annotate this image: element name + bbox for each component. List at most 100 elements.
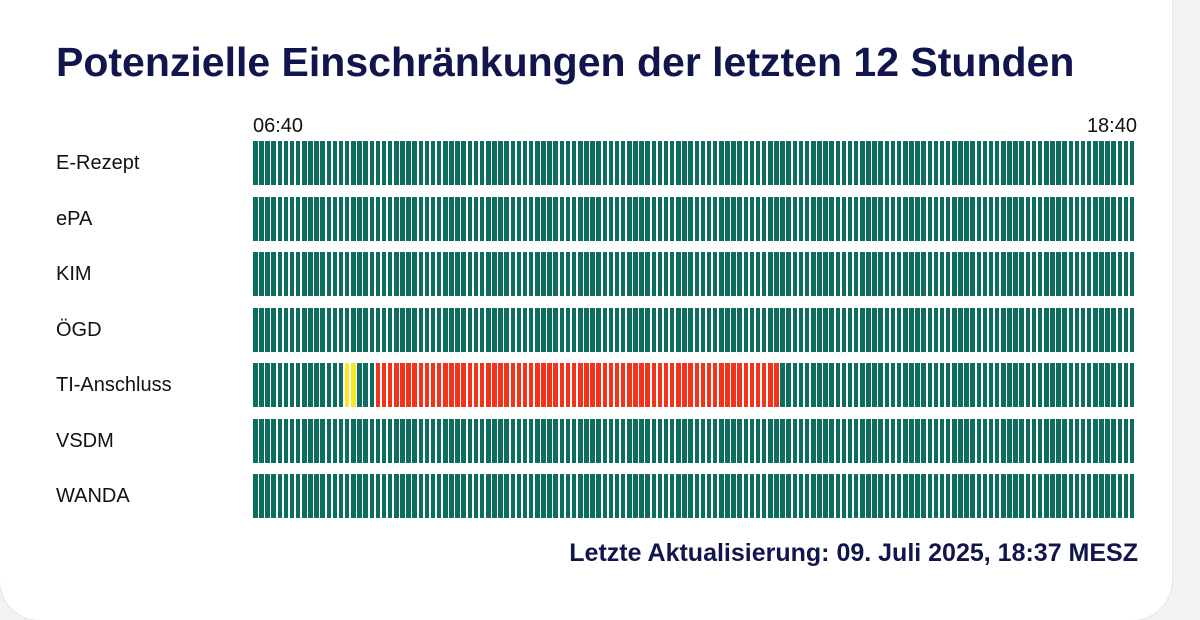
- timeline-slot-ok[interactable]: [1123, 197, 1129, 241]
- timeline-slot-ok[interactable]: [933, 363, 939, 407]
- timeline-slot-ok[interactable]: [1123, 419, 1129, 463]
- timeline-slot-ok[interactable]: [394, 197, 399, 241]
- timeline-slot-ok[interactable]: [1129, 197, 1135, 241]
- timeline-slot-error[interactable]: [455, 363, 460, 407]
- timeline-slot-ok[interactable]: [627, 419, 632, 463]
- timeline-slot-ok[interactable]: [706, 419, 712, 463]
- timeline-slot-ok[interactable]: [829, 252, 834, 296]
- timeline-slot-ok[interactable]: [424, 308, 430, 352]
- timeline-slot-ok[interactable]: [271, 197, 276, 241]
- timeline-slot-ok[interactable]: [1117, 363, 1123, 407]
- timeline-slot-ok[interactable]: [394, 474, 399, 518]
- timeline-slot-ok[interactable]: [1117, 474, 1123, 518]
- timeline-slot-ok[interactable]: [332, 252, 338, 296]
- timeline-slot-ok[interactable]: [878, 252, 883, 296]
- timeline-slot-ok[interactable]: [369, 474, 375, 518]
- timeline-slot-ok[interactable]: [338, 419, 344, 463]
- timeline-slot-ok[interactable]: [945, 419, 951, 463]
- timeline-slot-ok[interactable]: [755, 474, 761, 518]
- timeline-slot-ok[interactable]: [314, 141, 319, 185]
- timeline-slot-ok[interactable]: [302, 308, 307, 352]
- timeline-slot-ok[interactable]: [657, 141, 663, 185]
- timeline-slot-ok[interactable]: [590, 252, 595, 296]
- timeline-slot-ok[interactable]: [663, 308, 669, 352]
- timeline-slot-ok[interactable]: [872, 419, 877, 463]
- timeline-slot-ok[interactable]: [853, 141, 859, 185]
- timeline-slot-ok[interactable]: [786, 252, 791, 296]
- timeline-slot-ok[interactable]: [363, 252, 368, 296]
- timeline-slot-ok[interactable]: [676, 308, 681, 352]
- timeline-slot-ok[interactable]: [1105, 141, 1110, 185]
- timeline-slot-ok[interactable]: [823, 252, 828, 296]
- timeline-slot-ok[interactable]: [706, 474, 712, 518]
- timeline-slot-ok[interactable]: [553, 474, 558, 518]
- timeline-slot-ok[interactable]: [1007, 363, 1012, 407]
- timeline-slot-error[interactable]: [694, 363, 700, 407]
- timeline-slot-ok[interactable]: [676, 252, 681, 296]
- timeline-slot-ok[interactable]: [1007, 252, 1012, 296]
- timeline-slot-ok[interactable]: [976, 197, 982, 241]
- timeline-slot-error[interactable]: [394, 363, 399, 407]
- timeline-slot-ok[interactable]: [774, 197, 779, 241]
- timeline-slot-ok[interactable]: [547, 474, 552, 518]
- timeline-slot-ok[interactable]: [639, 419, 644, 463]
- timeline-slot-ok[interactable]: [338, 141, 344, 185]
- timeline-slot-ok[interactable]: [277, 308, 283, 352]
- timeline-slot-ok[interactable]: [553, 197, 558, 241]
- timeline-slot-ok[interactable]: [933, 419, 939, 463]
- timeline-slot-ok[interactable]: [498, 308, 503, 352]
- timeline-slot-ok[interactable]: [835, 308, 841, 352]
- timeline-slot-error[interactable]: [682, 363, 687, 407]
- timeline-slot-ok[interactable]: [338, 197, 344, 241]
- timeline-slot-ok[interactable]: [811, 419, 816, 463]
- timeline-slot-ok[interactable]: [633, 308, 638, 352]
- timeline-slot-ok[interactable]: [627, 141, 632, 185]
- timeline-slot-ok[interactable]: [1105, 197, 1110, 241]
- timeline-slot-ok[interactable]: [541, 252, 546, 296]
- timeline-slot-ok[interactable]: [847, 141, 853, 185]
- timeline-slot-ok[interactable]: [522, 252, 528, 296]
- timeline-slot-ok[interactable]: [866, 363, 871, 407]
- timeline-slot-error[interactable]: [375, 363, 381, 407]
- timeline-slot-ok[interactable]: [761, 474, 767, 518]
- timeline-slot-ok[interactable]: [1129, 474, 1135, 518]
- timeline-slot-ok[interactable]: [326, 141, 332, 185]
- timeline-slot-ok[interactable]: [829, 419, 834, 463]
- timeline-slot-ok[interactable]: [394, 419, 399, 463]
- timeline-slot-ok[interactable]: [596, 308, 601, 352]
- timeline-slot-ok[interactable]: [890, 363, 896, 407]
- timeline-slot-ok[interactable]: [927, 474, 933, 518]
- timeline-slot-ok[interactable]: [375, 197, 381, 241]
- timeline-slot-ok[interactable]: [933, 474, 939, 518]
- timeline-slot-ok[interactable]: [1062, 419, 1067, 463]
- timeline-slot-ok[interactable]: [332, 363, 338, 407]
- timeline-slot-ok[interactable]: [676, 141, 681, 185]
- timeline-slot-ok[interactable]: [510, 197, 516, 241]
- timeline-slot-ok[interactable]: [565, 141, 571, 185]
- timeline-slot-ok[interactable]: [418, 308, 424, 352]
- timeline-slot-ok[interactable]: [253, 363, 258, 407]
- timeline-slot-ok[interactable]: [970, 363, 975, 407]
- timeline-slot-error[interactable]: [559, 363, 565, 407]
- timeline-slot-ok[interactable]: [302, 419, 307, 463]
- timeline-slot-ok[interactable]: [1001, 363, 1006, 407]
- timeline-slot-ok[interactable]: [731, 252, 736, 296]
- timeline-slot-ok[interactable]: [627, 252, 632, 296]
- timeline-slot-ok[interactable]: [768, 308, 773, 352]
- timeline-slot-ok[interactable]: [614, 308, 620, 352]
- timeline-slot-ok[interactable]: [320, 474, 325, 518]
- timeline-slot-ok[interactable]: [271, 252, 276, 296]
- timeline-slot-ok[interactable]: [449, 141, 454, 185]
- timeline-slot-ok[interactable]: [768, 474, 773, 518]
- timeline-slot-ok[interactable]: [504, 474, 509, 518]
- timeline-slot-ok[interactable]: [430, 252, 436, 296]
- timeline-slot-ok[interactable]: [829, 197, 834, 241]
- timeline-slot-ok[interactable]: [332, 197, 338, 241]
- timeline-slot-ok[interactable]: [424, 141, 430, 185]
- timeline-slot-ok[interactable]: [921, 419, 926, 463]
- timeline-slot-ok[interactable]: [443, 141, 448, 185]
- timeline-slot-ok[interactable]: [571, 197, 577, 241]
- timeline-slot-ok[interactable]: [1025, 252, 1031, 296]
- timeline-slot-ok[interactable]: [492, 474, 497, 518]
- timeline-slot-ok[interactable]: [394, 252, 399, 296]
